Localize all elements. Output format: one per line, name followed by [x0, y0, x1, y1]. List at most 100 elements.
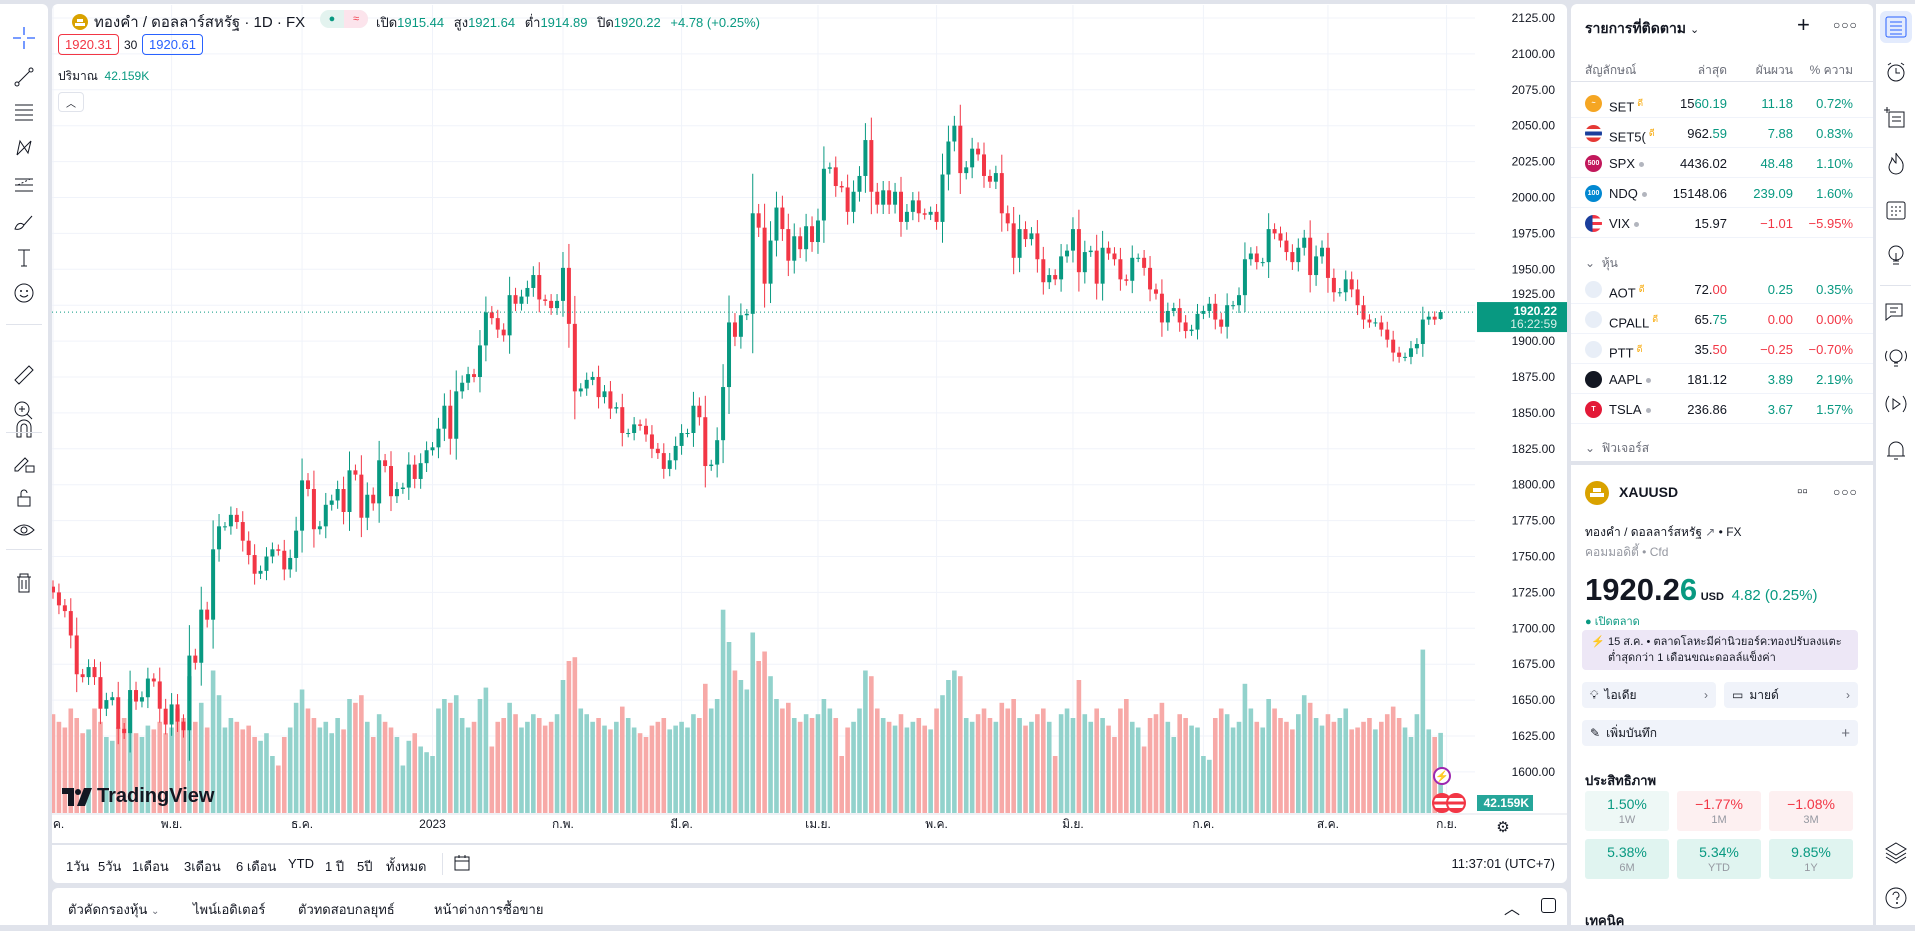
sell-button[interactable]: 1920.31: [58, 34, 119, 55]
range-1m[interactable]: 1เดือน: [132, 859, 169, 874]
external-link-icon[interactable]: ↗: [1705, 525, 1716, 539]
live-stream-icon[interactable]: [1880, 388, 1912, 420]
price-chart[interactable]: 2125.00 2100.00 2075.00 2050.00 2025.00 2000.…: [52, 5, 1567, 843]
detail-symbol[interactable]: XAUUSD: [1619, 484, 1679, 500]
crosshair-icon[interactable]: [10, 24, 38, 52]
tab-pine-editor[interactable]: ไพน์เอดิเตอร์: [193, 902, 266, 917]
calendar-icon[interactable]: [1880, 194, 1912, 226]
unlock-icon[interactable]: [10, 484, 38, 512]
tab-trading-panel[interactable]: หน้าต่างการซื้อขาย: [434, 902, 544, 917]
group-futures[interactable]: ⌄ ฟิวเจอร์ส: [1585, 441, 1650, 455]
watchlist-row-cpall[interactable]: CPALL ดี 65.75 0.00 0.00%: [1571, 304, 1873, 334]
news-headline[interactable]: ⚡ 15 ส.ค. • ตลาดโลหะมีค่านิวยอร์ค:ทองปรั…: [1582, 630, 1858, 670]
magnet-icon[interactable]: [10, 415, 38, 443]
candle-body: [1296, 247, 1301, 263]
add-symbol-plus-icon[interactable]: +: [1797, 12, 1810, 37]
volume-bar: [234, 721, 240, 813]
trash-icon[interactable]: [10, 569, 38, 597]
range-1y[interactable]: 1 ปี: [325, 859, 345, 874]
volume-bar: [1041, 708, 1046, 813]
maximize-panel-icon[interactable]: [1541, 898, 1556, 913]
watchlist-row-ndq[interactable]: 100 NDQ 15148.06 239.09 1.60%: [1571, 178, 1873, 208]
news-lightning-icon[interactable]: ⚡: [1433, 767, 1451, 785]
ideas-stream-icon[interactable]: [1880, 342, 1912, 374]
performance-1w[interactable]: 1.50% 1W: [1585, 791, 1669, 831]
pattern-icon[interactable]: [10, 134, 38, 162]
tab-stock-screener[interactable]: ตัวคัดกรองหุ้น ⌄: [68, 899, 159, 920]
chart-panel[interactable]: 2125.00 2100.00 2075.00 2050.00 2025.00 2000.…: [52, 4, 1567, 843]
watchlist-row-vix[interactable]: VIX 15.97 −1.01 −5.95%: [1571, 208, 1873, 238]
market-status-pill[interactable]: ● ≈: [320, 10, 368, 28]
eye-icon[interactable]: [10, 517, 38, 545]
candle-body: [898, 191, 903, 222]
col-change-pct[interactable]: % ความ: [1809, 63, 1853, 77]
candle-body: [300, 480, 305, 531]
range-3m[interactable]: 3เดือน: [184, 859, 221, 874]
collapse-legend-button[interactable]: ︿: [58, 92, 84, 112]
chat-icon[interactable]: [1880, 297, 1912, 329]
forecast-icon[interactable]: [10, 171, 38, 199]
performance-1m[interactable]: −1.77% 1M: [1677, 791, 1761, 831]
watchlist-row-aot[interactable]: AOT ดี 72.00 0.25 0.35%: [1571, 274, 1873, 304]
ideas-bulb-icon[interactable]: [1880, 240, 1912, 272]
performance-value: 5.34%: [1699, 844, 1739, 860]
col-change[interactable]: ผันผวน: [1755, 63, 1793, 77]
add-note-button[interactable]: ✎ เพิ่มบันทึก +: [1582, 720, 1858, 746]
range-1d[interactable]: 1วัน: [66, 859, 90, 874]
emoji-icon[interactable]: [10, 279, 38, 307]
hotlist-fire-icon[interactable]: [1880, 147, 1912, 179]
range-all[interactable]: ทั้งหมด: [386, 859, 427, 874]
watchlist-row-ptt[interactable]: PTT ดี 35.50 −0.25 −0.70%: [1571, 334, 1873, 364]
col-symbol[interactable]: สัญลักษณ์: [1585, 63, 1637, 77]
minds-button[interactable]: ▭ มายด์ ›: [1724, 682, 1858, 708]
us-event-flag-icon[interactable]: [1446, 793, 1466, 813]
performance-6m[interactable]: 5.38% 6M: [1585, 839, 1669, 879]
candle-body: [92, 667, 97, 678]
text-icon[interactable]: [10, 244, 38, 272]
performance-3m[interactable]: −1.08% 3M: [1769, 791, 1853, 831]
last-price: 35.50: [1694, 342, 1727, 357]
watchlist-row-aapl[interactable]: AAPL 181.12 3.89 2.19%: [1571, 364, 1873, 394]
help-icon[interactable]: [1880, 882, 1912, 914]
ideas-button[interactable]: 💡︎ ไอเดีย ›: [1582, 682, 1716, 708]
symbol: SET ดี: [1609, 96, 1643, 114]
range-ytd[interactable]: YTD: [288, 856, 314, 871]
quality-badge: ดี: [1636, 344, 1643, 354]
bell-icon[interactable]: [1880, 434, 1912, 466]
layers-icon[interactable]: [1880, 837, 1912, 869]
tab-strategy-tester[interactable]: ตัวทดสอบกลยุทธ์: [298, 902, 395, 917]
ruler-icon[interactable]: [10, 361, 38, 389]
zoom-in-icon[interactable]: [10, 397, 38, 425]
detail-name[interactable]: ทองคำ / ดอลลาร์สหรัฐ: [1585, 525, 1702, 539]
lock-drawings-icon[interactable]: [10, 449, 38, 477]
fib-lines-icon[interactable]: [10, 98, 38, 126]
grid-layout-icon[interactable]: ▫▫: [1797, 483, 1808, 500]
watchlist-row-set[interactable]: ~ SET ดี 1560.19 11.18 0.72%: [1571, 88, 1873, 118]
symbol-title[interactable]: ทองคำ / ดอลลาร์สหรัฐ · 1D · FX: [72, 10, 305, 34]
more-options-icon[interactable]: ○○○: [1833, 18, 1858, 32]
performance-ytd[interactable]: 5.34% YTD: [1677, 839, 1761, 879]
watchlist-row-set5[interactable]: SET5(ดี 962.59 7.88 0.83%: [1571, 118, 1873, 148]
group-stocks[interactable]: ⌄ หุ้น: [1585, 256, 1618, 270]
trend-line-icon[interactable]: [10, 63, 38, 91]
volume-bar: [311, 718, 317, 813]
goto-date-calendar-icon[interactable]: [452, 853, 472, 876]
range-6m[interactable]: 6 เดือน: [236, 859, 277, 874]
watchlist-row-tsla[interactable]: T TSLA 236.86 3.67 1.57%: [1571, 394, 1873, 424]
range-5d[interactable]: 5วัน: [98, 859, 122, 874]
watchlist-row-spx[interactable]: 500 SPX 4436.02 48.48 1.10%: [1571, 148, 1873, 178]
alarm-clock-icon[interactable]: [1880, 56, 1912, 88]
brush-icon[interactable]: [10, 208, 38, 236]
chart-settings-gear-icon[interactable]: ⚙: [1496, 819, 1510, 836]
more-options-icon[interactable]: ○○○: [1833, 485, 1858, 499]
range-5y[interactable]: 5ปี: [357, 859, 373, 874]
watchlist-title[interactable]: รายการที่ติดตาม ⌄: [1585, 18, 1699, 40]
col-last[interactable]: ล่าสุด: [1697, 63, 1727, 77]
candle-body: [187, 655, 192, 731]
add-list-icon[interactable]: [1880, 102, 1912, 134]
clock-timezone[interactable]: 11:37:01 (UTC+7): [1451, 856, 1555, 871]
buy-button[interactable]: 1920.61: [142, 34, 203, 55]
performance-1y[interactable]: 9.85% 1Y: [1769, 839, 1853, 879]
watchlist-icon[interactable]: [1880, 11, 1912, 43]
expand-panel-chevron-up-icon[interactable]: ︿: [1504, 901, 1521, 918]
